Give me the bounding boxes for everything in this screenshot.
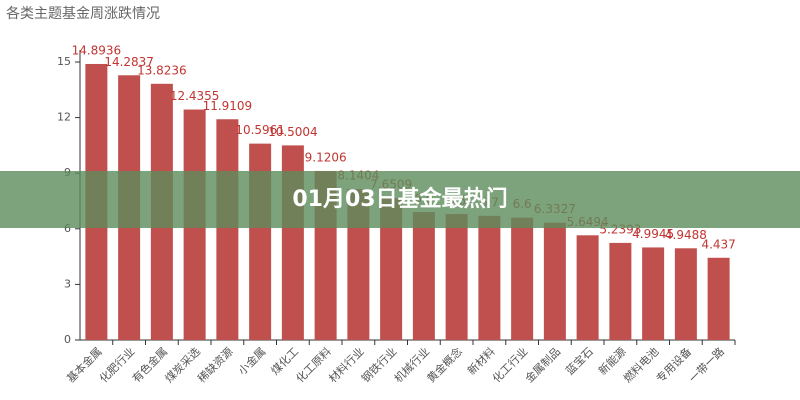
bar: [707, 257, 730, 340]
x-tick-label: 化工原料: [293, 344, 334, 385]
y-tick-label: 0: [64, 333, 71, 346]
x-tick-label: 基本金属: [64, 344, 105, 385]
y-tick-label: 6: [64, 222, 71, 235]
x-tick-label: 化肥行业: [96, 344, 137, 385]
bar: [674, 248, 697, 340]
value-label: 12.4355: [170, 89, 220, 103]
bar: [478, 215, 501, 340]
value-label: 10.5004: [268, 125, 318, 139]
value-label: 4.437: [701, 237, 735, 251]
y-tick-label: 3: [64, 277, 71, 290]
x-tick-label: 煤炭采选: [163, 345, 203, 385]
x-tick-label: 一带一路: [687, 345, 727, 385]
x-tick-label: 材料行业: [326, 344, 367, 385]
banner-band: [0, 171, 800, 228]
x-tick-label: 小金属: [235, 344, 268, 377]
bar: [543, 222, 566, 340]
x-tick-label: 黄金概念: [424, 344, 465, 385]
y-tick-label: 15: [57, 55, 71, 68]
bar: [576, 235, 599, 340]
x-tick-label: 机械行业: [391, 344, 432, 385]
x-tick-label: 金属制品: [522, 344, 563, 385]
value-label: 13.8236: [137, 63, 187, 77]
value-label: 14.2837: [104, 55, 154, 69]
value-label: 4.9945: [632, 227, 674, 241]
banner-text: 01月03日基金最热门: [292, 186, 507, 212]
x-tick-label: 专用设备: [653, 344, 694, 385]
y-tick-label: 12: [57, 111, 71, 124]
bar: [216, 119, 239, 341]
value-label: 9.1206: [305, 150, 347, 164]
x-tick-label: 蓝宝石: [563, 344, 596, 377]
x-tick-label: 化工行业: [489, 344, 530, 385]
x-tick-label: 钢铁行业: [359, 345, 399, 385]
x-tick-label: 有色金属: [129, 344, 170, 385]
bar: [445, 213, 468, 340]
bar: [412, 212, 435, 340]
value-label: 10.5961: [235, 123, 285, 137]
value-label: 11.9109: [203, 99, 253, 113]
value-label: 4.9488: [665, 228, 707, 242]
chart-title: 各类主题基金周涨跌情况: [6, 5, 160, 22]
bar: [380, 198, 403, 340]
x-tick-label: 稀缺资源: [195, 344, 236, 385]
bar: [511, 217, 534, 340]
x-tick-label: 燃料电池: [620, 344, 661, 385]
bar: [609, 242, 632, 340]
value-label: 14.8936: [72, 43, 122, 57]
bar: [642, 247, 665, 340]
